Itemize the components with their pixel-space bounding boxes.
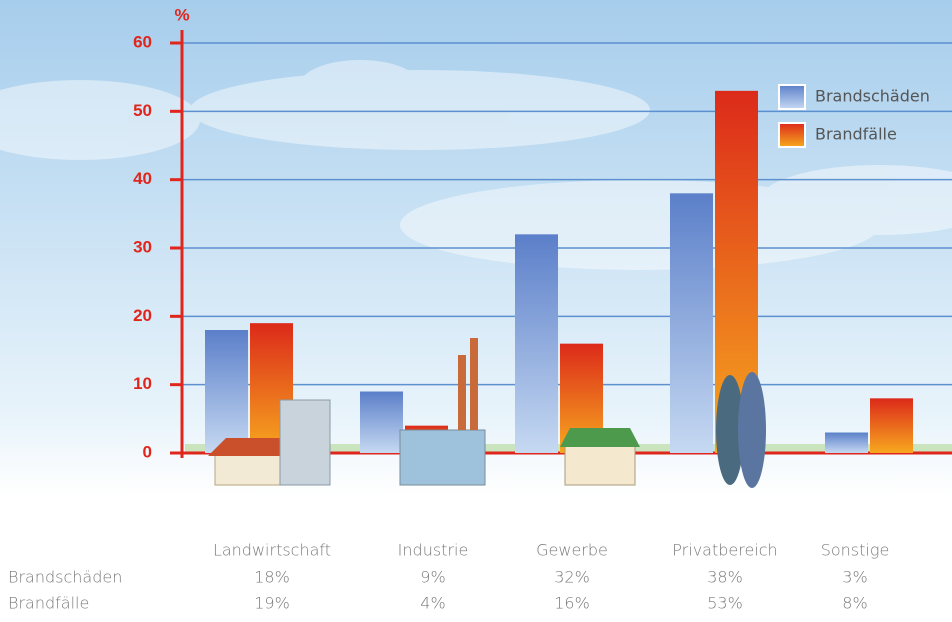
y-tick-label: 50: [133, 101, 152, 120]
y-tick-label: 60: [133, 32, 152, 51]
legend-swatch: [778, 84, 806, 110]
bar: [870, 398, 913, 453]
table-header: Industrie: [398, 541, 469, 560]
bar: [205, 330, 248, 453]
table-cell: 9%: [420, 568, 445, 587]
table-row-label: Brandfälle: [8, 594, 89, 613]
y-tick-label: 20: [133, 306, 152, 325]
bar: [825, 432, 868, 453]
table-cell: 53%: [707, 594, 743, 613]
legend-swatch: [778, 122, 806, 148]
table-cell: 4%: [420, 594, 445, 613]
y-tick-label: 10: [133, 374, 152, 393]
bar: [515, 234, 558, 453]
y-tick-label: 40: [133, 169, 152, 188]
table-cell: 38%: [707, 568, 743, 587]
table-cell: 19%: [254, 594, 290, 613]
table-header: Sonstige: [821, 541, 890, 560]
legend-label: Brandschäden: [815, 87, 930, 106]
y-axis-label: %: [174, 5, 189, 24]
bar: [360, 391, 403, 453]
y-tick-label: 0: [143, 442, 152, 461]
table-row-label: Brandschäden: [8, 568, 122, 587]
bar: [670, 193, 713, 454]
table-cell: 32%: [554, 568, 590, 587]
table-cell: 8%: [842, 594, 867, 613]
legend-label: Brandfälle: [815, 125, 897, 144]
table-cell: 3%: [842, 568, 867, 587]
table-cell: 18%: [254, 568, 290, 587]
table-header: Gewerbe: [536, 541, 608, 560]
y-tick-label: 30: [133, 237, 152, 256]
table-cell: 16%: [554, 594, 590, 613]
table-header: Privatbereich: [672, 541, 777, 560]
clouds: [0, 60, 952, 270]
building-icons: [208, 338, 766, 488]
table-header: Landwirtschaft: [213, 541, 331, 560]
